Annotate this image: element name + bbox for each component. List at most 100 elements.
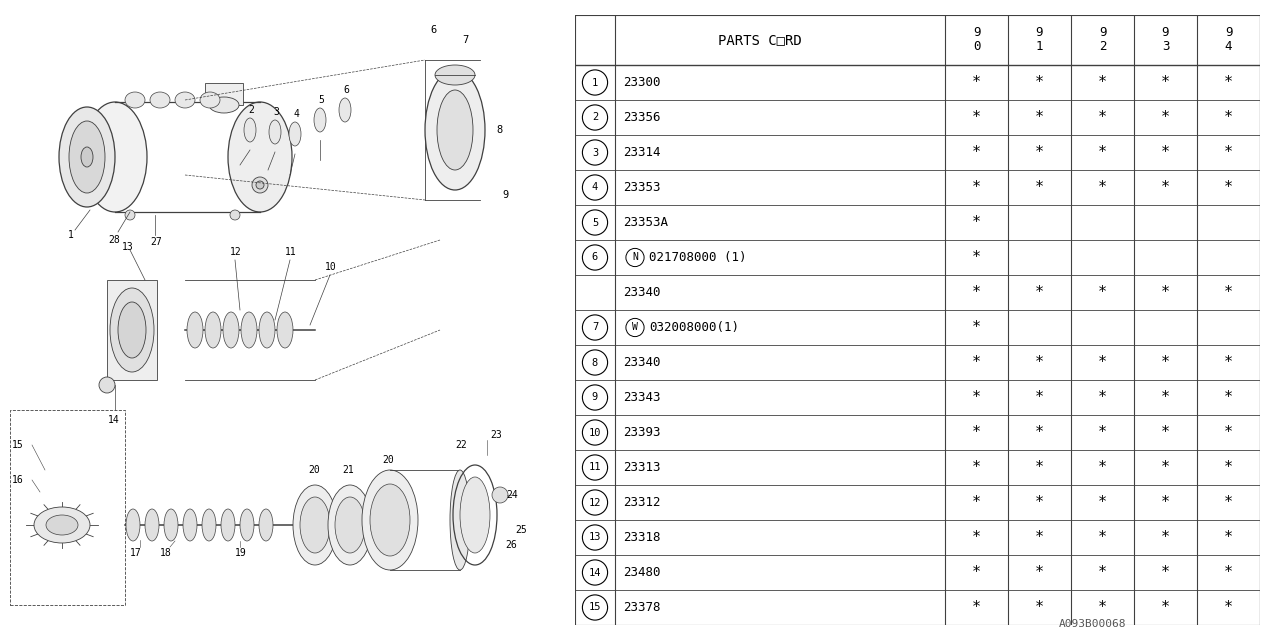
Text: 9: 9	[591, 392, 598, 403]
Text: *: *	[1036, 180, 1044, 195]
Text: 8: 8	[591, 358, 598, 367]
Text: *: *	[1161, 390, 1170, 405]
Text: *: *	[1098, 495, 1107, 510]
Ellipse shape	[175, 92, 195, 108]
Text: *: *	[1161, 600, 1170, 615]
Text: 6: 6	[591, 253, 598, 262]
Text: *: *	[1224, 600, 1233, 615]
Ellipse shape	[118, 302, 146, 358]
Text: *: *	[1161, 180, 1170, 195]
Text: *: *	[1036, 530, 1044, 545]
Text: 5: 5	[591, 218, 598, 227]
Circle shape	[582, 70, 608, 95]
Text: 22: 22	[454, 440, 467, 450]
Ellipse shape	[241, 312, 257, 348]
Ellipse shape	[370, 484, 410, 556]
Text: *: *	[1098, 390, 1107, 405]
Text: *: *	[1224, 145, 1233, 160]
Text: *: *	[1161, 530, 1170, 545]
Circle shape	[582, 175, 608, 200]
Ellipse shape	[289, 122, 301, 146]
Text: *: *	[1036, 285, 1044, 300]
Text: *: *	[972, 250, 980, 265]
Text: *: *	[1224, 425, 1233, 440]
Ellipse shape	[183, 509, 197, 541]
Ellipse shape	[145, 509, 159, 541]
Text: A093B00068: A093B00068	[1059, 620, 1126, 629]
Circle shape	[582, 595, 608, 620]
Text: *: *	[972, 495, 980, 510]
Text: *: *	[972, 110, 980, 125]
Text: 6: 6	[343, 85, 349, 95]
Text: 15: 15	[12, 440, 24, 450]
Text: *: *	[1224, 110, 1233, 125]
Text: *: *	[1224, 355, 1233, 370]
Text: *: *	[1224, 565, 1233, 580]
Text: *: *	[1224, 180, 1233, 195]
Text: 23340: 23340	[623, 286, 660, 299]
Ellipse shape	[259, 509, 273, 541]
Circle shape	[582, 315, 608, 340]
Ellipse shape	[83, 102, 147, 212]
Text: *: *	[1098, 425, 1107, 440]
Ellipse shape	[451, 470, 470, 570]
Text: 2: 2	[248, 105, 253, 115]
Text: *: *	[1161, 425, 1170, 440]
Ellipse shape	[269, 120, 282, 144]
Ellipse shape	[241, 509, 253, 541]
Text: *: *	[1036, 75, 1044, 90]
Circle shape	[256, 181, 264, 189]
Circle shape	[582, 385, 608, 410]
Text: 28: 28	[108, 235, 120, 245]
Text: 1: 1	[1036, 40, 1043, 54]
Text: 3: 3	[591, 147, 598, 157]
Text: 6: 6	[430, 25, 436, 35]
Text: 23312: 23312	[623, 496, 660, 509]
Ellipse shape	[293, 485, 337, 565]
Text: 9: 9	[502, 190, 508, 200]
Text: 3: 3	[1162, 40, 1169, 54]
Text: 9: 9	[1225, 26, 1233, 40]
Text: 4: 4	[293, 109, 298, 119]
Text: 7: 7	[462, 35, 468, 45]
Text: 11: 11	[285, 247, 297, 257]
Text: 9: 9	[973, 26, 980, 40]
Text: *: *	[1161, 145, 1170, 160]
Circle shape	[99, 377, 115, 393]
Text: *: *	[972, 75, 980, 90]
Text: 23300: 23300	[623, 76, 660, 89]
Ellipse shape	[69, 121, 105, 193]
Circle shape	[582, 490, 608, 515]
Ellipse shape	[228, 102, 292, 212]
Circle shape	[582, 350, 608, 375]
Text: W: W	[632, 323, 637, 333]
Ellipse shape	[244, 118, 256, 142]
Text: *: *	[972, 355, 980, 370]
Text: 12: 12	[589, 497, 602, 508]
Text: 14: 14	[108, 415, 120, 425]
Text: 1: 1	[591, 77, 598, 88]
Text: 23313: 23313	[623, 461, 660, 474]
Text: 13: 13	[589, 532, 602, 543]
Text: 14: 14	[589, 568, 602, 577]
Text: *: *	[1098, 530, 1107, 545]
Text: 4: 4	[591, 182, 598, 193]
Text: 25: 25	[515, 525, 527, 535]
Circle shape	[582, 105, 608, 130]
Text: *: *	[1161, 495, 1170, 510]
Text: *: *	[1036, 600, 1044, 615]
Text: *: *	[1036, 565, 1044, 580]
Circle shape	[582, 455, 608, 480]
Text: N: N	[632, 253, 637, 262]
Text: 23314: 23314	[623, 146, 660, 159]
Ellipse shape	[314, 108, 326, 132]
Text: *: *	[1224, 530, 1233, 545]
Text: *: *	[972, 320, 980, 335]
Text: *: *	[1161, 110, 1170, 125]
Text: *: *	[1161, 460, 1170, 475]
Ellipse shape	[362, 470, 419, 570]
Text: *: *	[1224, 285, 1233, 300]
Text: 3: 3	[273, 107, 279, 117]
Text: *: *	[972, 530, 980, 545]
Text: *: *	[1161, 285, 1170, 300]
